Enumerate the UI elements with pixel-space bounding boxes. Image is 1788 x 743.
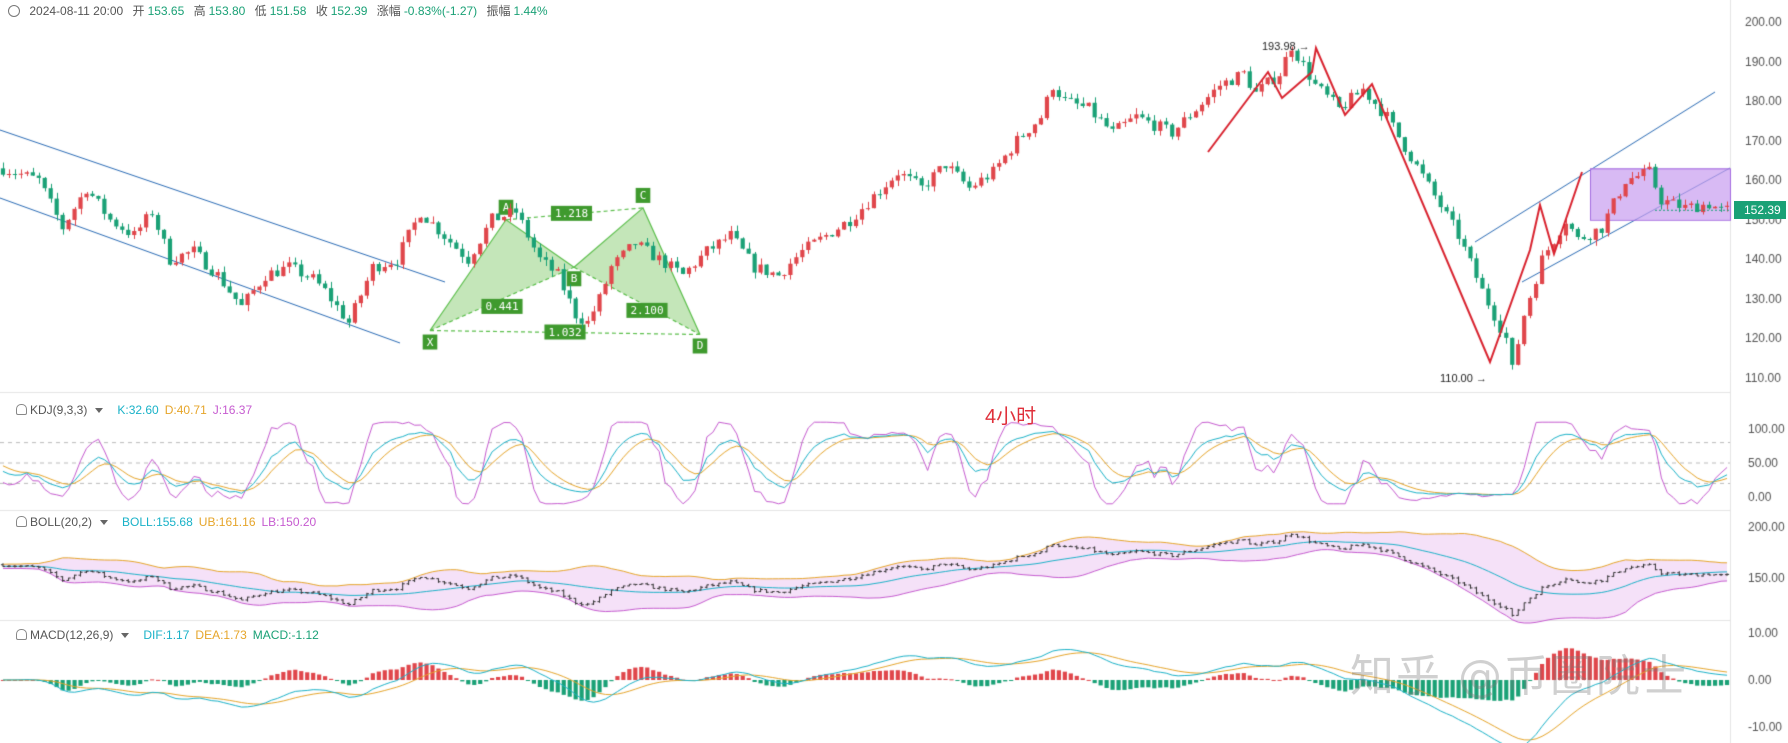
amplitude-value: 1.44%: [513, 4, 548, 18]
amplitude-label: 振幅: [486, 4, 511, 18]
kdj-legend: KDJ(9,3,3) K:32.60 D:40.71 J:16.37: [16, 403, 252, 417]
caret-down-icon[interactable]: [100, 520, 109, 525]
kdj-k: K:32.60: [117, 403, 159, 417]
chevron-down-icon[interactable]: [8, 5, 20, 17]
close-label: 收: [315, 4, 328, 18]
boll-lb: LB:150.20: [261, 515, 317, 529]
change-value: -0.83%(-1.27): [403, 4, 478, 18]
macd-value: MACD:-1.12: [252, 628, 319, 642]
low-label: 低: [254, 4, 267, 18]
open-value: 153.65: [147, 4, 185, 18]
timeframe-label: 4小时: [985, 406, 1037, 428]
watermark: 知乎 @币圈院士: [1350, 651, 1688, 702]
macd-label: MACD(12,26,9): [30, 628, 114, 642]
boll-legend: BOLL(20,2) BOLL:155.68 UB:161.16 LB:150.20: [16, 515, 316, 529]
macd-dif: DIF:1.17: [143, 628, 190, 642]
change-label: 涨幅: [376, 4, 401, 18]
bell-icon[interactable]: [16, 404, 27, 415]
boll-ub: UB:161.16: [198, 515, 256, 529]
kdj-label: KDJ(9,3,3): [30, 403, 88, 417]
caret-down-icon[interactable]: [121, 633, 130, 638]
close-value: 152.39: [330, 4, 368, 18]
boll-label: BOLL(20,2): [30, 515, 93, 529]
ohlc-header: 2024-08-11 20:00 开 153.65 高 153.80 低 151.58…: [8, 2, 554, 19]
caret-down-icon[interactable]: [95, 408, 104, 413]
kdj-j: J:16.37: [212, 403, 253, 417]
macd-legend: MACD(12,26,9) DIF:1.17 DEA:1.73 MACD:-1.12: [16, 628, 319, 642]
last-price-tag: 152.39: [1734, 201, 1786, 219]
bell-icon[interactable]: [16, 516, 27, 527]
low-value: 151.58: [269, 4, 307, 18]
boll-mid: BOLL:155.68: [122, 515, 193, 529]
macd-dea: DEA:1.73: [195, 628, 247, 642]
high-value: 153.80: [208, 4, 246, 18]
datetime: 2024-08-11 20:00: [29, 4, 124, 18]
bell-icon[interactable]: [16, 629, 27, 640]
open-label: 开: [132, 4, 145, 18]
kdj-d: D:40.71: [164, 403, 207, 417]
high-label: 高: [193, 4, 206, 18]
